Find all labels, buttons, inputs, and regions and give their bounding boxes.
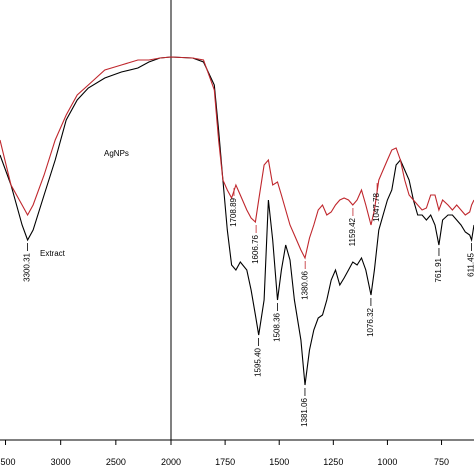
- x-tick-label: 3500: [0, 457, 16, 467]
- x-tick-label: 2000: [161, 457, 181, 467]
- series-label: Extract: [40, 249, 66, 258]
- peak-label: 1381.06: [300, 397, 309, 426]
- peak-label: 761.91: [434, 257, 443, 282]
- peak-label: 3300.31: [23, 252, 32, 281]
- peak-label: 611.45: [467, 252, 474, 276]
- peak-label: 1595.40: [254, 347, 263, 376]
- peak-label: 1708.89: [229, 197, 238, 226]
- spectrum-line: [0, 56, 474, 386]
- peak-label: 1047.78: [372, 192, 381, 221]
- peak-label: 1508.36: [273, 312, 282, 341]
- x-tick-label: 1750: [215, 457, 235, 467]
- x-tick-label: 2500: [106, 457, 126, 467]
- peak-label: 1076.32: [366, 307, 375, 336]
- x-tick-label: 1250: [323, 457, 343, 467]
- series-label: AgNPs: [104, 149, 129, 158]
- peak-label: 1159.42: [348, 217, 357, 246]
- peak-label: 1380.06: [300, 270, 309, 299]
- spectrum-line: [0, 56, 474, 260]
- x-tick-label: 750: [434, 457, 449, 467]
- x-tick-label: 1000: [377, 457, 397, 467]
- peak-label: 1606.76: [251, 234, 260, 263]
- x-tick-label: 1500: [269, 457, 289, 467]
- x-tick-label: 3000: [51, 457, 71, 467]
